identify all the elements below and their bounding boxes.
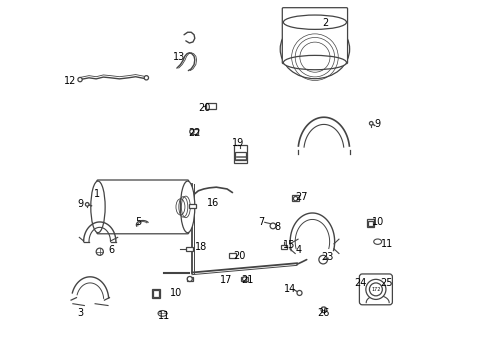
Text: 3: 3 bbox=[77, 309, 83, 318]
Text: 20: 20 bbox=[234, 251, 246, 261]
Circle shape bbox=[369, 283, 382, 296]
Circle shape bbox=[294, 197, 298, 201]
Text: 13: 13 bbox=[173, 52, 186, 62]
Text: 10: 10 bbox=[170, 288, 182, 298]
Text: 21: 21 bbox=[242, 275, 254, 285]
FancyBboxPatch shape bbox=[359, 274, 392, 305]
Circle shape bbox=[366, 279, 386, 300]
Text: 4: 4 bbox=[296, 245, 302, 255]
Circle shape bbox=[190, 130, 194, 134]
Ellipse shape bbox=[374, 239, 382, 244]
Text: 11: 11 bbox=[158, 311, 171, 320]
FancyBboxPatch shape bbox=[97, 180, 189, 234]
Circle shape bbox=[369, 122, 373, 125]
Text: 7: 7 bbox=[258, 217, 265, 227]
Text: 172: 172 bbox=[371, 287, 381, 292]
Bar bbox=[367, 220, 374, 227]
Text: 19: 19 bbox=[232, 139, 245, 148]
Circle shape bbox=[297, 291, 302, 296]
Text: 5: 5 bbox=[136, 217, 142, 227]
Text: 1: 1 bbox=[94, 189, 100, 199]
Circle shape bbox=[319, 255, 327, 264]
Text: 11: 11 bbox=[381, 239, 393, 249]
Text: 18: 18 bbox=[195, 242, 207, 252]
Circle shape bbox=[243, 277, 247, 281]
Ellipse shape bbox=[158, 311, 167, 316]
Ellipse shape bbox=[280, 19, 350, 79]
Bar bbox=[187, 277, 193, 281]
Text: 8: 8 bbox=[274, 222, 281, 232]
Bar bbox=[234, 145, 247, 163]
Circle shape bbox=[78, 77, 82, 82]
Bar bbox=[186, 247, 193, 251]
Ellipse shape bbox=[283, 55, 346, 70]
Bar bbox=[293, 195, 299, 201]
Text: 9: 9 bbox=[77, 199, 84, 210]
Text: 25: 25 bbox=[381, 278, 393, 288]
Bar bbox=[242, 277, 248, 281]
Ellipse shape bbox=[283, 15, 346, 30]
Text: 14: 14 bbox=[284, 284, 296, 294]
Circle shape bbox=[270, 223, 276, 229]
Bar bbox=[229, 253, 236, 258]
Bar bbox=[235, 152, 245, 160]
Circle shape bbox=[96, 248, 103, 255]
Text: 10: 10 bbox=[372, 217, 385, 227]
Ellipse shape bbox=[180, 181, 195, 233]
Text: 22: 22 bbox=[188, 128, 201, 138]
Bar bbox=[205, 103, 216, 109]
Ellipse shape bbox=[91, 181, 105, 233]
Circle shape bbox=[144, 76, 148, 80]
Text: 23: 23 bbox=[321, 252, 333, 262]
Text: 20: 20 bbox=[198, 103, 211, 113]
Text: 27: 27 bbox=[295, 192, 308, 202]
Circle shape bbox=[187, 276, 192, 282]
Text: 2: 2 bbox=[322, 18, 329, 28]
Text: 6: 6 bbox=[108, 245, 114, 255]
Bar bbox=[191, 129, 198, 134]
Bar bbox=[152, 289, 160, 298]
Text: 9: 9 bbox=[374, 120, 380, 129]
Bar bbox=[368, 221, 373, 226]
Text: 16: 16 bbox=[207, 198, 220, 208]
Bar bbox=[153, 290, 159, 297]
Text: 15: 15 bbox=[283, 240, 295, 250]
Text: 24: 24 bbox=[354, 278, 366, 288]
FancyBboxPatch shape bbox=[282, 8, 347, 64]
Text: 26: 26 bbox=[317, 309, 329, 318]
Text: 12: 12 bbox=[64, 76, 76, 86]
Bar bbox=[190, 204, 196, 208]
Circle shape bbox=[321, 307, 327, 313]
Circle shape bbox=[85, 203, 89, 206]
Bar bbox=[281, 244, 287, 249]
Text: 17: 17 bbox=[220, 275, 232, 285]
